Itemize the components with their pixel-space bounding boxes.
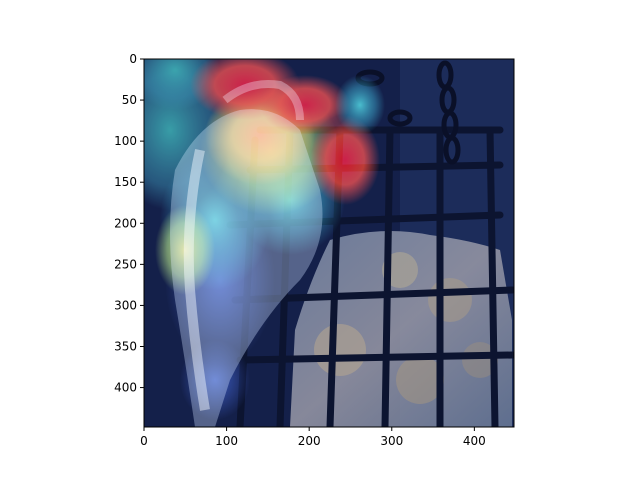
y-tick-label: 250 bbox=[114, 257, 137, 271]
y-tick-label: 200 bbox=[114, 216, 137, 230]
x-axis-ticks: 0 100 200 300 400 bbox=[140, 427, 486, 448]
x-tick-label: 0 bbox=[140, 434, 148, 448]
x-tick-label: 200 bbox=[298, 434, 321, 448]
suet-cake bbox=[290, 231, 512, 427]
y-tick-label: 400 bbox=[114, 381, 137, 395]
y-tick-label: 50 bbox=[122, 93, 137, 107]
y-axis-ticks: 0 50 100 150 200 250 300 350 400 bbox=[114, 52, 144, 395]
feeder-chain bbox=[355, 60, 461, 165]
y-tick-label: 100 bbox=[114, 134, 137, 148]
y-tick-label: 350 bbox=[114, 340, 137, 354]
y-tick-label: 300 bbox=[114, 298, 137, 312]
y-tick-label: 150 bbox=[114, 175, 137, 189]
y-tick-label: 0 bbox=[129, 52, 137, 66]
x-tick-label: 300 bbox=[380, 434, 403, 448]
x-tick-label: 400 bbox=[463, 434, 486, 448]
attention-heatmap bbox=[144, 59, 385, 420]
x-tick-label: 100 bbox=[215, 434, 238, 448]
plot-frame bbox=[143, 58, 515, 428]
plot-image bbox=[144, 59, 514, 427]
